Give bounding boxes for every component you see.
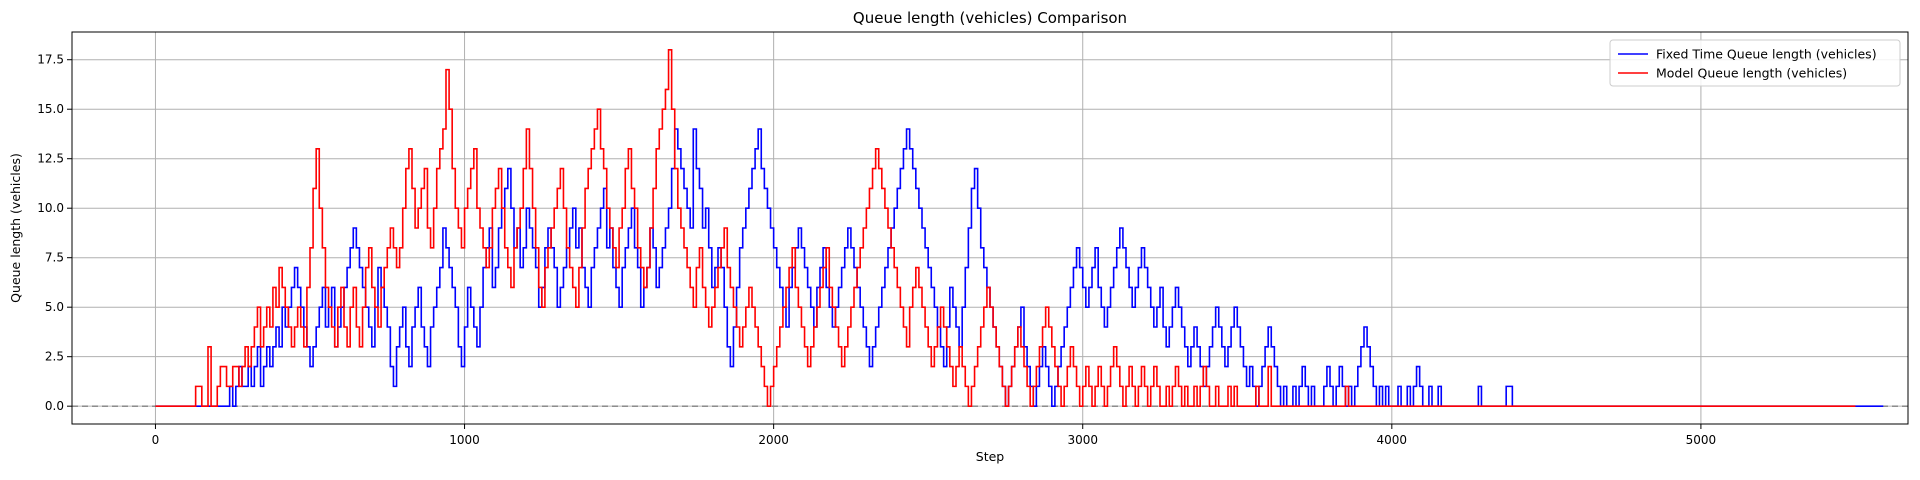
y-axis-title: Queue length (vehicles): [8, 153, 23, 303]
x-tick-label: 0: [152, 433, 160, 447]
series-group: [155, 49, 1884, 407]
y-axis-ticks: 0.0 2.5 5.0 7.5 10.0 12.5 15.0 17.5: [37, 53, 72, 413]
chart-title: Queue length (vehicles) Comparison: [853, 9, 1127, 27]
y-tick-label: 5.0: [45, 300, 64, 314]
x-axis-title: Step: [976, 449, 1005, 464]
x-tick-label: 4000: [1377, 433, 1408, 447]
x-tick-label: 1000: [449, 433, 480, 447]
plot-area: [72, 32, 1908, 424]
legend-label-fixed-time: Fixed Time Queue length (vehicles): [1656, 47, 1877, 62]
legend-box: [1609, 39, 1901, 87]
y-tick-label: 7.5: [45, 251, 64, 265]
legend: Fixed Time Queue length (vehicles) Model…: [1609, 39, 1901, 87]
legend-label-model: Model Queue length (vehicles): [1656, 66, 1847, 81]
series-line-model: [155, 49, 1856, 407]
x-axis-ticks: 0 1000 2000 3000 4000 5000: [152, 424, 1717, 447]
y-tick-label: 0.0: [45, 399, 64, 413]
y-tick-label: 17.5: [37, 53, 64, 67]
y-tick-label: 10.0: [37, 201, 64, 215]
x-tick-label: 5000: [1686, 433, 1717, 447]
y-tick-label: 12.5: [37, 152, 64, 166]
series-line-fixed-time: [155, 128, 1884, 407]
x-tick-label: 2000: [758, 433, 789, 447]
x-tick-label: 3000: [1067, 433, 1098, 447]
y-tick-label: 2.5: [45, 350, 64, 364]
y-tick-label: 15.0: [37, 102, 64, 116]
plot-frame: [71, 31, 1909, 425]
